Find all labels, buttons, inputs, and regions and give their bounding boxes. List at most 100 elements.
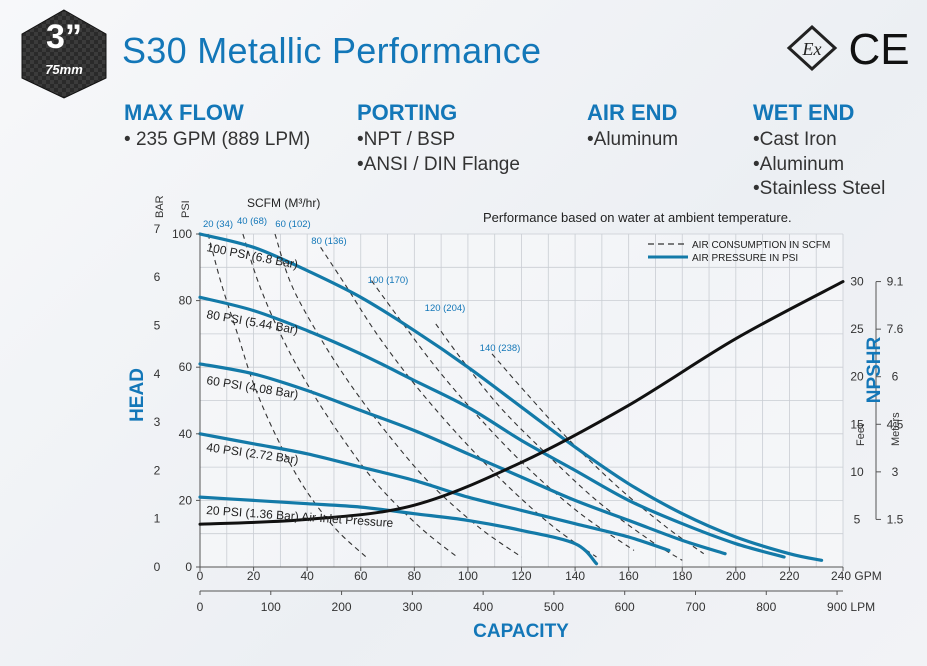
gpm-tick-label: 20 [247,569,261,583]
lpm-tick-label: 900 LPM [827,600,875,614]
legend-label-scfm: AIR CONSUMPTION IN SCFM [692,240,830,251]
bar-tick-label: 3 [154,415,161,429]
spec-heading-air-end: AIR END [587,100,678,125]
psi-tick-label: 60 [179,360,193,374]
lpm-tick-label: 100 [261,600,281,614]
lpm-tick-label: 400 [473,600,493,614]
lpm-tick-label: 300 [402,600,422,614]
gpm-tick-label: 180 [672,569,692,583]
meters-tick-label: 1.5 [887,512,904,526]
gpm-tick-label: 40 [300,569,314,583]
gpm-tick-label: 160 [619,569,639,583]
pressure-curves [198,232,824,566]
feet-axis-label: Feet [855,424,867,446]
gpm-tick-label: 100 [458,569,478,583]
chart-note: Performance based on water at ambient te… [483,210,792,225]
spec-item: •Aluminum [753,154,845,175]
psi-axis-label: PSI [180,200,192,218]
scfm-curve-label: 20 (34) [203,219,233,230]
bar-tick-label: 5 [154,319,161,333]
spec-item: •Aluminum [587,129,679,150]
bar-axis-label: BAR [154,195,166,218]
meters-tick-label: 4.5 [887,417,904,431]
scfm-curve-label: 120 (204) [425,303,466,314]
feet-tick-label: 5 [854,512,861,526]
bar-tick-label: 1 [154,512,161,526]
size-badge [21,9,107,99]
npshr-curve-line [198,280,845,526]
gpm-tick-label: 220 [779,569,799,583]
meters-tick-label: 6 [892,370,899,384]
legend-label-pressure: AIR PRESSURE IN PSI [692,253,798,264]
bar-tick-label: 4 [154,367,161,381]
meters-tick-label: 7.6 [887,322,904,336]
lpm-tick-label: 800 [756,600,776,614]
bar-tick-label: 7 [154,222,161,236]
spec-item: •NPT / BSP [357,129,456,150]
x-axis-label: CAPACITY [473,621,569,642]
lpm-tick-label: 200 [332,600,352,614]
ex-mark-icon: Ex [786,24,838,72]
lpm-tick-label: 500 [544,600,564,614]
feet-tick-label: 10 [850,465,864,479]
spec-item: •Stainless Steel [753,178,886,199]
psi-tick-label: 100 [172,227,192,241]
badge-size-text: 3” [46,18,82,56]
gpm-tick-label: 0 [197,569,204,583]
gpm-tick-label: 200 [726,569,746,583]
scfm-curve [371,280,635,551]
spec-heading-wet-end: WET END [753,100,855,125]
chart-grid [199,233,844,592]
scfm-curve-label: 60 (102) [275,219,310,230]
gpm-tick-label: 240 GPM [831,569,882,583]
spec-item: •Cast Iron [753,129,837,150]
feet-tick-label: 30 [850,275,864,289]
gpm-tick-label: 140 [565,569,585,583]
chart-legend: AIR CONSUMPTION IN SCFM AIR PRESSURE IN … [648,240,830,264]
scfm-curve-label: 80 (136) [311,236,346,247]
psi-tick-label: 0 [185,560,192,574]
pressure-curve [198,232,824,562]
meters-tick-label: 3 [892,465,899,479]
lpm-tick-label: 700 [685,600,705,614]
scfm-curve-label: 40 (68) [237,216,267,227]
scfm-curve-label: 100 (170) [368,275,409,286]
spec-item: •ANSI / DIN Flange [357,154,520,175]
bar-tick-label: 2 [154,463,161,477]
scfm-curve [242,233,458,558]
pressure-curve [198,295,786,559]
page-title: S30 Metallic Performance [122,30,542,71]
feet-tick-label: 25 [850,322,864,336]
pressure-curve [198,495,599,566]
psi-tick-label: 20 [179,493,193,507]
scfm-curve [207,233,367,558]
feet-tick-label: 15 [850,417,864,431]
pressure-curve [198,362,727,556]
y-axis-label: HEAD [127,368,148,422]
badge-metric-text: 75mm [45,62,83,77]
gpm-tick-label: 60 [354,569,368,583]
gpm-tick-label: 120 [511,569,531,583]
scfm-curve [491,353,705,555]
meters-axis-label: Meters [890,412,902,446]
npshr-axis-label: NPSHR [864,336,885,403]
lpm-tick-label: 0 [197,600,204,614]
bar-tick-label: 0 [154,560,161,574]
scfm-curve-label: 140 (238) [480,343,521,354]
meters-tick-label: 9.1 [887,275,904,289]
spec-heading-max-flow: MAX FLOW [124,100,244,125]
ce-mark-text: CE [848,25,909,72]
scfm-header: SCFM (M³/hr) [247,196,320,210]
pressure-curve [198,432,671,552]
spec-item: • 235 GPM (889 LPM) [124,129,311,150]
npshr-curve [198,280,845,526]
lpm-tick-label: 600 [615,600,635,614]
bar-tick-label: 6 [154,270,161,284]
gpm-tick-label: 80 [408,569,422,583]
psi-tick-label: 40 [179,427,193,441]
psi-tick-label: 80 [179,294,193,308]
ex-mark-text: Ex [802,39,822,59]
ce-mark-icon: CE [848,25,909,72]
feet-tick-label: 20 [850,370,864,384]
